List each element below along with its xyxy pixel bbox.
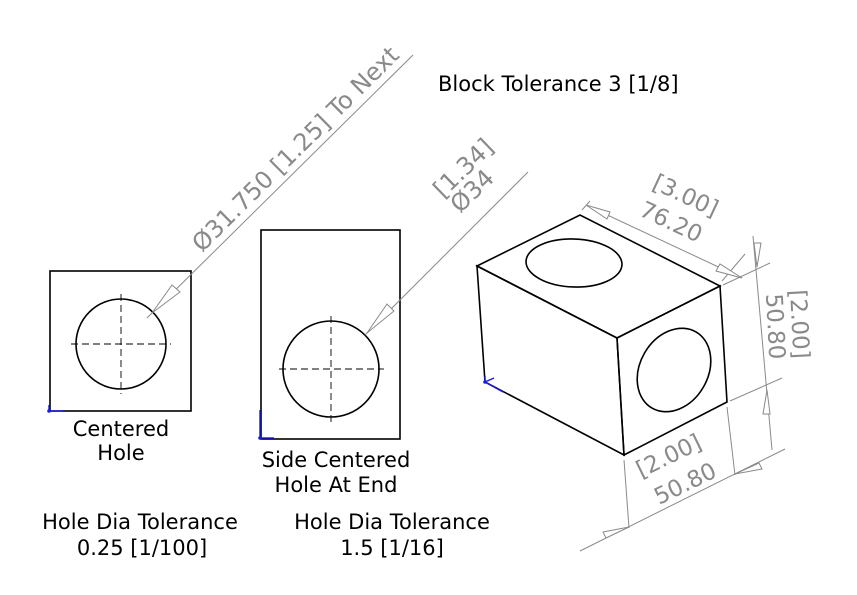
iso-bottom-dimension — [579, 406, 786, 552]
view1-caption-line1: Centered — [73, 417, 169, 441]
view1-hole-dimension[interactable]: Ø31.750 [1.25] To Next — [187, 41, 405, 257]
view1-tolerance-label: Hole Dia Tolerance — [42, 510, 238, 534]
block-tolerance-note: Block Tolerance 3 [1/8] — [438, 72, 679, 96]
view1-hole-leader — [146, 54, 414, 319]
iso-top-dimension — [581, 200, 746, 282]
view2-caption-line2: Hole At End — [275, 473, 398, 497]
view2-hole-circle — [282, 320, 380, 418]
iso-side-hole — [636, 327, 712, 413]
view2-block-outline — [260, 229, 401, 440]
iso-right-dimension — [722, 235, 783, 451]
view1-origin-icon — [47, 405, 63, 413]
view2-leader-arrowhead — [366, 303, 395, 334]
view1-tolerance-value: 0.25 [1/100] — [77, 536, 207, 560]
view1-block-outline — [49, 270, 192, 412]
view1-leader-arrowhead — [151, 284, 181, 314]
view1-caption-line2: Hole — [97, 441, 144, 465]
iso-top-hole — [525, 238, 623, 288]
iso-right-dim-mm[interactable]: 50.80 — [760, 293, 789, 360]
view-side-centered-hole[interactable]: [1.34] Ø34 Side Centered Hole At End Hol… — [258, 133, 529, 560]
view2-tolerance-label: Hole Dia Tolerance — [294, 510, 490, 534]
view-isometric-block[interactable]: [3.00] 76.20 [2.00] 50.80 [2.00] 50.80 — [475, 170, 814, 552]
iso-right-dim-inch[interactable]: [2.00] — [784, 289, 814, 359]
iso-side-face — [616, 284, 728, 457]
view2-tolerance-value: 1.5 [1/16] — [340, 536, 444, 560]
view2-caption-line1: Side Centered — [262, 448, 411, 472]
iso-front-face — [476, 264, 625, 457]
view2-origin-icon — [258, 410, 274, 440]
iso-origin-icon — [483, 376, 504, 393]
view2-hole-leader — [364, 171, 529, 336]
